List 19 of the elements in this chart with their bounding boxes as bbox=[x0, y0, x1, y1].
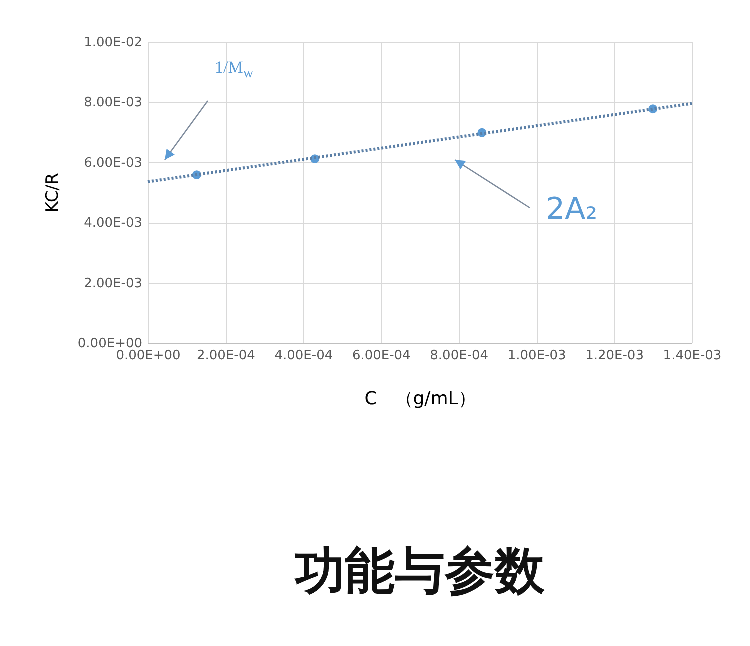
y-tick-label: 4.00E-03 bbox=[84, 216, 142, 232]
y-tick-label: 0.00E+00 bbox=[78, 336, 142, 352]
x-tick-label: 0.00E+00 bbox=[116, 348, 181, 364]
x-axis-title: C （g/mL） bbox=[364, 388, 476, 410]
y-tick-label: 2.00E-03 bbox=[84, 276, 142, 292]
annotation: 2A₂ bbox=[546, 192, 598, 227]
x-tick-label: 1.40E-03 bbox=[663, 348, 722, 364]
x-tick-label: 8.00E-04 bbox=[430, 348, 489, 364]
x-tick-label: 6.00E-04 bbox=[352, 348, 411, 364]
text: 功能与参数 bbox=[294, 542, 546, 600]
annotation: 1/M$_{w}$ bbox=[215, 58, 254, 82]
x-tick-label: 1.20E-03 bbox=[586, 348, 644, 364]
y-tick-label: 1.00E-02 bbox=[84, 36, 142, 50]
y-axis-title: KC/R bbox=[42, 173, 63, 213]
y-tick-label: 8.00E-03 bbox=[84, 96, 142, 111]
y-tick-label: 6.00E-03 bbox=[84, 156, 142, 171]
x-tick-label: 2.00E-04 bbox=[197, 348, 256, 364]
x-tick-label: 1.00E-03 bbox=[508, 348, 566, 364]
x-tick-label: 4.00E-04 bbox=[274, 348, 334, 364]
